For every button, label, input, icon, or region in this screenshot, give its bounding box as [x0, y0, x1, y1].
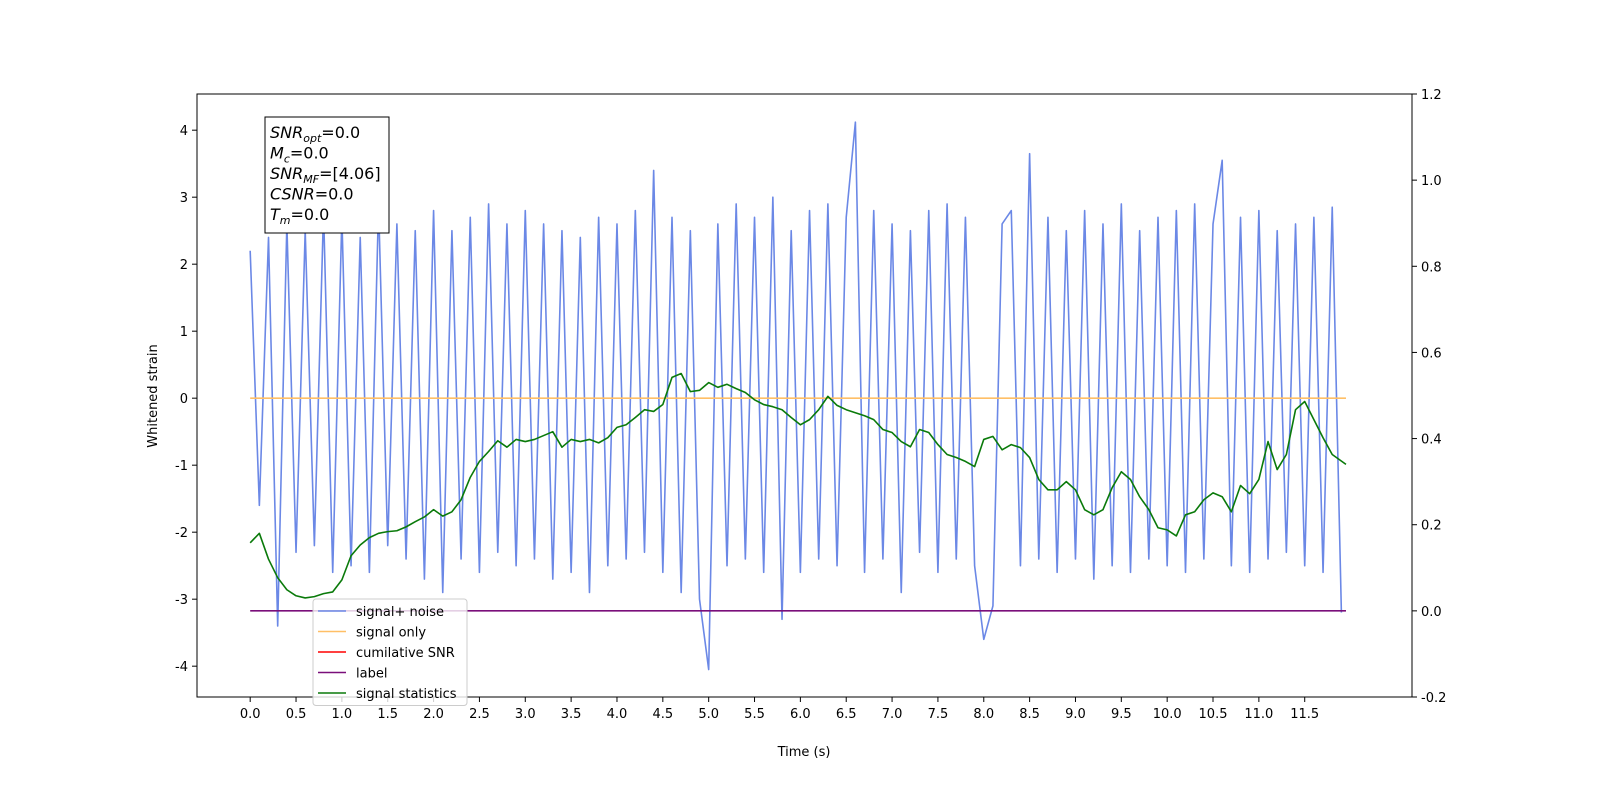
x-tick-label: 4.5: [652, 707, 673, 722]
x-tick-label: 6.5: [836, 707, 857, 722]
annotation-subscript: opt: [303, 132, 322, 145]
y2-tick-label: -0.2: [1421, 691, 1446, 706]
y-tick-label: -2: [175, 526, 188, 541]
x-tick-label: 9.5: [1111, 707, 1132, 722]
x-tick-label: 10.5: [1199, 707, 1228, 722]
y2-tick-label: 0.2: [1421, 519, 1442, 534]
x-tick-label: 0.5: [286, 707, 307, 722]
x-tick-label: 7.5: [928, 707, 949, 722]
annotation: Tm=0.0: [270, 205, 329, 227]
x-axis-label: Time (s): [777, 745, 831, 760]
annotation-subscript: m: [280, 214, 291, 227]
annotation-value: =0.0: [291, 205, 330, 224]
series-line: [249, 121, 1343, 671]
y-tick-label: -4: [175, 660, 188, 675]
y2-tick-label: 0.6: [1421, 346, 1442, 361]
legend-frame: [312, 598, 468, 706]
annotation-symbol: CSNR: [270, 185, 315, 204]
annotation-subscript: MF: [303, 173, 319, 186]
y-tick-label: 1: [180, 325, 188, 340]
plot-frame: [196, 93, 1413, 698]
legend-label: label: [356, 667, 387, 682]
y2-tick-label: 0.0: [1421, 605, 1442, 620]
y-tick-label: 2: [180, 258, 188, 273]
legend-label: signal statistics: [356, 687, 457, 702]
x-tick-label: 8.0: [973, 707, 994, 722]
y-tick-label: -1: [175, 459, 188, 474]
x-tick-label: 6.0: [790, 707, 811, 722]
y2-tick-label: 1.0: [1421, 174, 1442, 189]
y-axis-label: Whitened strain: [146, 344, 161, 447]
x-tick-label: 11.5: [1290, 707, 1319, 722]
x-tick-label: 5.0: [698, 707, 719, 722]
annotation: Mc=0.0: [270, 144, 329, 166]
series-line: [249, 372, 1347, 599]
annotation-symbol: M: [270, 144, 284, 163]
x-tick-label: 1.5: [377, 707, 398, 722]
y-tick-label: 0: [180, 392, 188, 407]
annotation-value: =0.0: [321, 123, 360, 142]
x-tick-label: 0.0: [240, 707, 261, 722]
annotation: SNRMF=[4.06]: [270, 164, 381, 186]
annotation-symbol: T: [270, 205, 281, 224]
x-tick-label: 5.5: [744, 707, 765, 722]
legend-label: cumilative SNR: [356, 646, 455, 661]
annotation: SNRopt=0.0: [270, 123, 360, 145]
x-tick-label: 3.0: [515, 707, 536, 722]
annotation-frame: [264, 116, 390, 234]
x-tick-label: 7.0: [882, 707, 903, 722]
x-tick-label: 9.0: [1065, 707, 1086, 722]
y-tick-label: 4: [180, 124, 188, 139]
y-tick-label: -3: [175, 593, 188, 608]
annotation: CSNR=0.0: [270, 185, 354, 204]
legend-label: signal+ noise: [356, 605, 444, 620]
x-tick-label: 3.5: [561, 707, 582, 722]
y2-tick-label: 0.8: [1421, 260, 1442, 275]
annotation-value: =0.0: [315, 185, 354, 204]
y2-tick-label: 0.4: [1421, 433, 1442, 448]
y2-tick-label: 1.2: [1421, 88, 1442, 103]
x-tick-label: 4.0: [607, 707, 628, 722]
x-tick-label: 8.5: [1019, 707, 1040, 722]
annotation-symbol: SNR: [270, 123, 303, 142]
x-tick-label: 10.0: [1153, 707, 1182, 722]
x-tick-label: 2.0: [423, 707, 444, 722]
annotation-value: =0.0: [290, 144, 329, 163]
annotation-value: =[4.06]: [319, 164, 381, 183]
x-tick-label: 11.0: [1244, 707, 1273, 722]
legend-label: signal only: [356, 626, 426, 641]
annotation-box: SNRopt=0.0Mc=0.0SNRMF=[4.06]CSNR=0.0Tm=0…: [264, 116, 390, 234]
x-tick-label: 1.0: [332, 707, 353, 722]
annotation-symbol: SNR: [270, 164, 303, 183]
annotation-subscript: c: [284, 153, 290, 166]
y-tick-label: 3: [180, 191, 188, 206]
x-tick-label: 2.5: [469, 707, 490, 722]
legend: signal+ noise signal only cumilative SNR la…: [312, 598, 468, 706]
